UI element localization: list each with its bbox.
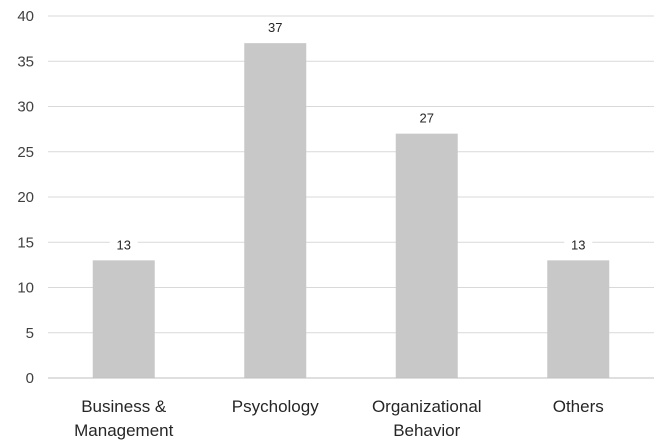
x-tick-label: Organizational Behavior bbox=[372, 397, 482, 440]
y-tick-label: 15 bbox=[17, 234, 34, 251]
y-tick-label: 5 bbox=[26, 325, 34, 342]
bar bbox=[395, 133, 458, 378]
y-tick-label: 10 bbox=[17, 280, 34, 297]
data-label: 13 bbox=[117, 237, 131, 252]
bar bbox=[547, 260, 610, 378]
x-axis-ticks: Business & Management Psychology Organizati… bbox=[74, 397, 604, 440]
y-axis-ticks: 0 5 10 15 20 25 30 35 40 bbox=[17, 8, 34, 387]
bar bbox=[92, 260, 155, 378]
data-label-background bbox=[261, 19, 290, 36]
data-label-background bbox=[412, 109, 441, 126]
x-tick-label: Psychology bbox=[232, 397, 319, 416]
data-labels: 13 37 27 13 bbox=[109, 19, 593, 253]
y-tick-label: 35 bbox=[17, 53, 34, 70]
y-tick-label: 25 bbox=[17, 144, 34, 161]
data-label: 37 bbox=[268, 20, 282, 35]
x-tick-label: Business & Management bbox=[74, 397, 174, 440]
y-tick-label: 40 bbox=[17, 8, 34, 25]
y-tick-label: 0 bbox=[26, 370, 34, 387]
data-label-background bbox=[564, 236, 593, 253]
x-tick-label: Others bbox=[553, 397, 604, 416]
y-tick-label: 20 bbox=[17, 189, 34, 206]
data-label-background bbox=[109, 236, 138, 253]
bars bbox=[92, 43, 610, 379]
y-tick-label: 30 bbox=[17, 99, 34, 116]
data-label: 27 bbox=[420, 111, 434, 126]
data-label: 13 bbox=[571, 237, 585, 252]
bar bbox=[244, 43, 307, 379]
